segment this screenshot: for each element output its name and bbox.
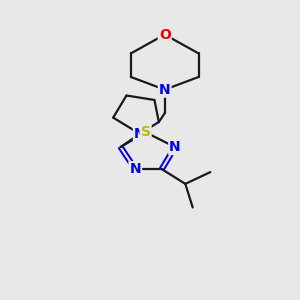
Text: N: N [130,162,141,176]
Text: N: N [159,82,170,97]
Text: N: N [169,140,181,154]
Text: N: N [134,127,146,141]
Text: S: S [141,125,151,139]
Text: O: O [159,28,171,42]
